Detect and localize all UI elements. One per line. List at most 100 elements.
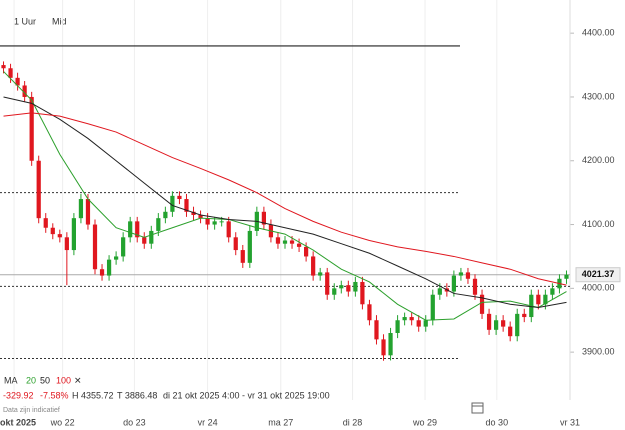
candle-body <box>304 246 309 257</box>
candle-body <box>240 250 245 263</box>
candle-body <box>275 237 281 244</box>
candle-body <box>135 221 140 238</box>
candle-body <box>381 339 386 356</box>
candle-body <box>36 160 41 219</box>
candle-body <box>395 320 400 333</box>
candle-body <box>64 237 69 251</box>
candle-body <box>465 272 471 279</box>
x-tick-label: wo 22 <box>50 417 75 427</box>
x-tick-label: do 23 <box>123 417 146 427</box>
candle-body <box>156 218 161 231</box>
candle-body <box>170 195 175 212</box>
candle-body <box>536 294 541 305</box>
candle-body <box>289 240 295 244</box>
candle-body <box>128 221 133 238</box>
x-tick-label: wo 29 <box>412 417 437 427</box>
ma-line <box>3 71 567 321</box>
y-tick-label: 4100.00 <box>582 219 615 229</box>
candle-body <box>515 313 520 337</box>
date-range: di 21 okt 2025 4:00 - vr 31 okt 2025 19:… <box>163 390 330 400</box>
candle-body <box>486 313 492 330</box>
y-tick-label: 4000.00 <box>582 283 615 293</box>
candle-body <box>409 317 414 321</box>
candle-body <box>282 240 288 244</box>
legend-entry: 20 <box>26 375 36 385</box>
change-pct: -7.58% <box>40 390 69 400</box>
y-tick-label: 4300.00 <box>582 91 615 101</box>
candle-body <box>22 85 27 97</box>
price-type-button[interactable]: Mid <box>52 16 67 26</box>
candle-body <box>29 96 34 161</box>
candle-body <box>451 275 456 292</box>
candle-body <box>423 320 428 327</box>
note: Data zijn indicatief <box>3 407 60 414</box>
candle-body <box>78 199 84 219</box>
x-tick-label: vr 24 <box>198 417 218 427</box>
calendar-icon[interactable] <box>471 402 484 414</box>
candle-body <box>191 211 196 215</box>
x-tick-label: ma 27 <box>268 417 293 427</box>
candle-body <box>508 326 513 337</box>
candle-body <box>106 259 112 276</box>
candle-body <box>325 272 330 295</box>
candle-body <box>177 195 182 200</box>
candle-body <box>184 199 189 212</box>
x-tick-label: okt 2025 <box>0 417 36 427</box>
candle-body <box>374 320 379 340</box>
candle-body <box>212 221 217 225</box>
x-tick-label: do 30 <box>486 417 509 427</box>
candle-body <box>458 272 464 276</box>
candle-body <box>332 288 337 295</box>
candle-body <box>163 211 168 219</box>
ma-close[interactable]: ✕ <box>74 375 82 385</box>
candle-body <box>402 317 407 321</box>
candle-body <box>353 281 358 292</box>
price-label: 4021.37 <box>582 269 615 279</box>
candle-body <box>522 313 527 318</box>
candle-body <box>205 218 210 225</box>
y-tick-label: 3900.00 <box>582 347 615 357</box>
candle-body <box>472 278 478 295</box>
y-tick-label: 4200.00 <box>582 155 615 165</box>
low-stat: T 3886.48 <box>117 390 157 400</box>
candle-body <box>85 199 91 225</box>
candle-body <box>121 237 126 257</box>
candle-body <box>339 285 344 289</box>
x-tick-label: di 28 <box>343 417 363 427</box>
candle-body <box>149 230 154 244</box>
price-label-box <box>575 267 621 283</box>
candle-body <box>15 77 20 86</box>
candle-body <box>430 294 435 321</box>
candle-body <box>501 320 506 327</box>
candle-body <box>99 269 105 276</box>
ma-line <box>3 96 567 308</box>
candle-body <box>543 294 548 305</box>
candle-body <box>219 221 224 223</box>
candle-body <box>550 288 555 295</box>
candle-body <box>92 224 98 270</box>
candle-body <box>1 65 6 69</box>
high-stat: H 4355.72 <box>72 390 114 400</box>
candle-body <box>479 294 485 314</box>
candle-body <box>494 320 499 330</box>
candle-body <box>318 272 323 276</box>
ma-label: MA <box>4 375 18 385</box>
candle-body <box>346 285 351 292</box>
candle-body <box>71 218 76 251</box>
plot <box>0 0 574 400</box>
candle-body <box>296 243 302 247</box>
candle-body <box>43 218 48 228</box>
interval-button[interactable]: 1 Uur <box>14 16 36 26</box>
candle-body <box>50 227 55 235</box>
candle-body <box>114 256 119 260</box>
candle-body <box>388 333 393 356</box>
candle-body <box>416 320 421 327</box>
candle-body <box>233 237 238 251</box>
legend-entry: 100 <box>56 375 71 385</box>
change: -329.92 <box>3 390 34 400</box>
candle-body <box>226 221 231 238</box>
ma-line <box>3 112 567 286</box>
legend-entry: 50 <box>40 375 50 385</box>
candle-body <box>57 234 62 238</box>
